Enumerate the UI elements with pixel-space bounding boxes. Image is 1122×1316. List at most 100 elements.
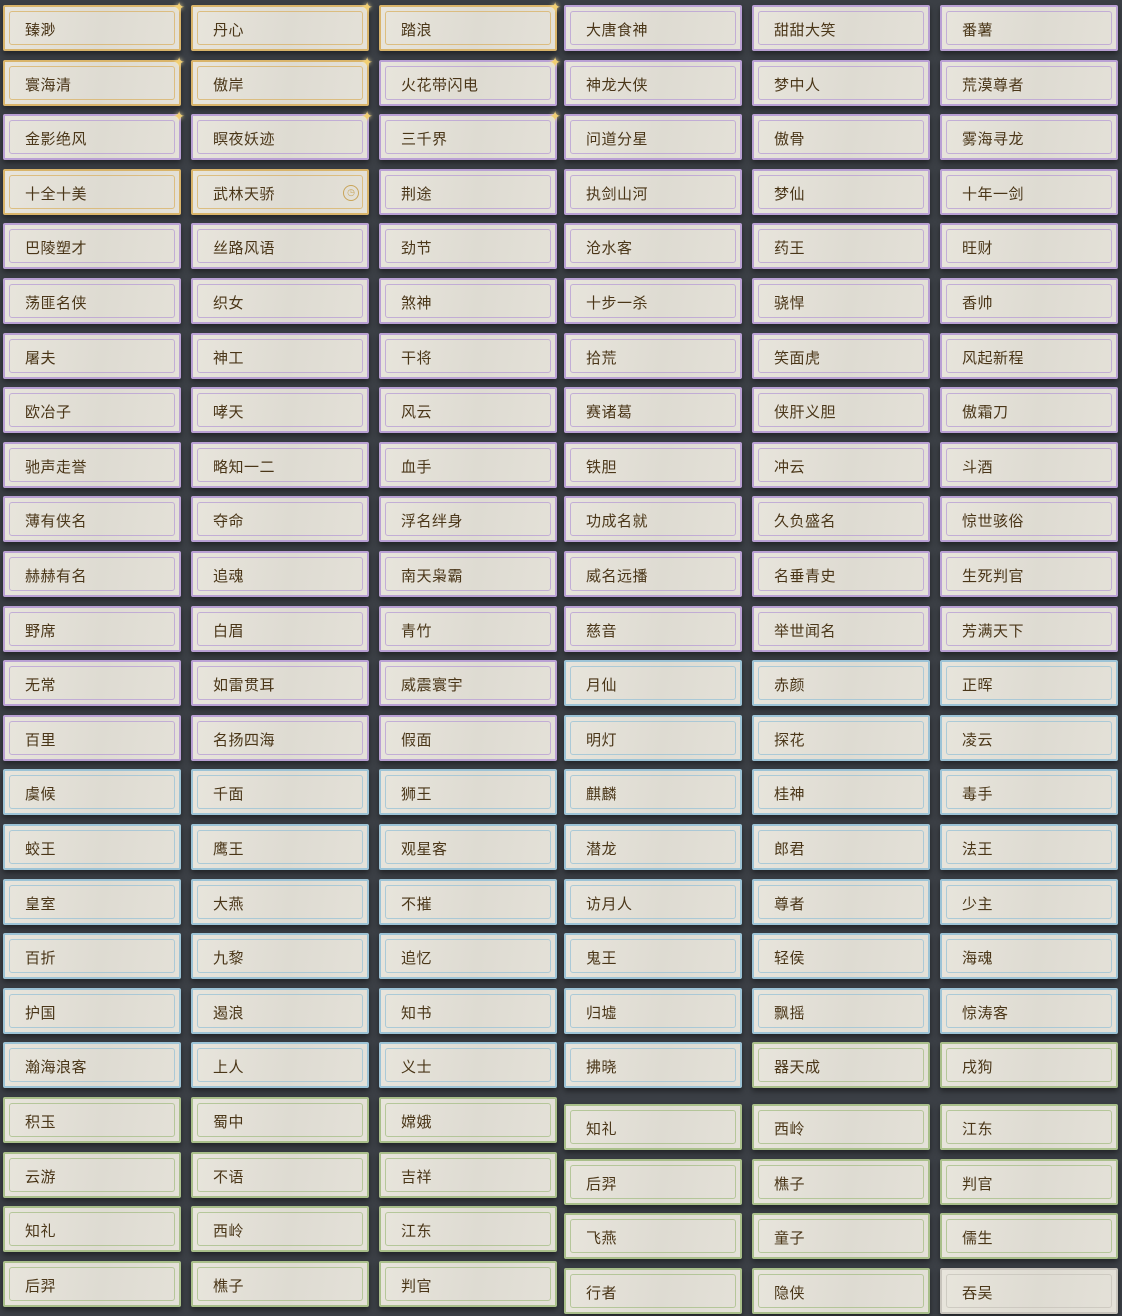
title-card[interactable]: 飘摇 xyxy=(752,988,930,1034)
title-card[interactable]: 番薯 xyxy=(940,5,1118,51)
title-card[interactable]: 蜀中 xyxy=(191,1097,369,1143)
title-card[interactable]: 不摧 xyxy=(379,879,557,925)
title-card[interactable]: 月仙 xyxy=(564,660,742,706)
title-card[interactable]: 惊世骇俗 xyxy=(940,496,1118,542)
title-card[interactable]: 郎君 xyxy=(752,824,930,870)
title-card[interactable]: 寰海清 ✦ xyxy=(3,55,185,106)
title-card[interactable]: 嫦娥 xyxy=(379,1097,557,1143)
title-card[interactable]: 赤颜 xyxy=(752,660,930,706)
title-card[interactable]: 判官 xyxy=(379,1261,557,1307)
title-card[interactable]: 拾荒 xyxy=(564,333,742,379)
title-card[interactable]: 荡匪名侠 xyxy=(3,278,181,324)
title-card[interactable]: 功成名就 xyxy=(564,496,742,542)
title-card[interactable]: 梦仙 xyxy=(752,169,930,215)
title-card[interactable]: 义士 xyxy=(379,1042,557,1088)
title-card[interactable]: 狮王 xyxy=(379,769,557,815)
title-card[interactable]: 行者 xyxy=(564,1268,742,1314)
title-card[interactable]: 踏浪 ✦ xyxy=(379,0,561,51)
title-card[interactable]: 蛟王 xyxy=(3,824,181,870)
title-card[interactable]: 探花 xyxy=(752,715,930,761)
title-card[interactable]: 侠肝义胆 xyxy=(752,387,930,433)
title-card[interactable]: 芳满天下 xyxy=(940,606,1118,652)
title-card[interactable]: 铁胆 xyxy=(564,442,742,488)
title-card[interactable]: 薄有侠名 xyxy=(3,496,181,542)
title-card[interactable]: 桂神 xyxy=(752,769,930,815)
title-card[interactable]: 上人 xyxy=(191,1042,369,1088)
title-card[interactable]: 不语 xyxy=(191,1152,369,1198)
title-card[interactable]: 骁悍 xyxy=(752,278,930,324)
title-card[interactable]: 神工 xyxy=(191,333,369,379)
title-card[interactable]: 飞燕 xyxy=(564,1213,742,1259)
title-card[interactable]: 樵子 xyxy=(191,1261,369,1307)
title-card[interactable]: 西岭 xyxy=(191,1206,369,1252)
title-card[interactable]: 正晖 xyxy=(940,660,1118,706)
title-card[interactable]: 瀚海浪客 xyxy=(3,1042,181,1088)
title-card[interactable]: 巴陵塑才 xyxy=(3,223,181,269)
title-card[interactable]: 轻侯 xyxy=(752,933,930,979)
title-card[interactable]: 略知一二 xyxy=(191,442,369,488)
title-card[interactable]: 火花带闪电 ✦ xyxy=(379,55,561,106)
title-card[interactable]: 吞吴 xyxy=(940,1268,1118,1314)
title-card[interactable]: 久负盛名 xyxy=(752,496,930,542)
title-card[interactable]: 无常 xyxy=(3,660,181,706)
title-card[interactable]: 惊涛客 xyxy=(940,988,1118,1034)
title-card[interactable]: 后羿 xyxy=(564,1159,742,1205)
title-card[interactable]: 九黎 xyxy=(191,933,369,979)
title-card[interactable]: 哮天 xyxy=(191,387,369,433)
title-card[interactable]: 百里 xyxy=(3,715,181,761)
title-card[interactable]: 梦中人 xyxy=(752,60,930,106)
title-card[interactable]: 织女 xyxy=(191,278,369,324)
title-card[interactable]: 积玉 xyxy=(3,1097,181,1143)
title-card[interactable]: 儒生 xyxy=(940,1213,1118,1259)
title-card[interactable]: 金影绝风 ✦ xyxy=(3,109,185,160)
title-card[interactable]: 驰声走誉 xyxy=(3,442,181,488)
title-card[interactable]: 雾海寻龙 xyxy=(940,114,1118,160)
title-card[interactable]: 斗酒 xyxy=(940,442,1118,488)
title-card[interactable]: 赫赫有名 xyxy=(3,551,181,597)
title-card[interactable]: 戌狗 xyxy=(940,1042,1118,1088)
title-card[interactable]: 名扬四海 xyxy=(191,715,369,761)
title-card[interactable]: 追忆 xyxy=(379,933,557,979)
title-card[interactable]: 丹心 ✦ xyxy=(191,0,373,51)
title-card[interactable]: 风起新程 xyxy=(940,333,1118,379)
title-card[interactable]: 丝路风语 xyxy=(191,223,369,269)
title-card[interactable]: 傲霜刀 xyxy=(940,387,1118,433)
title-card[interactable]: 十全十美 xyxy=(3,169,181,215)
title-card[interactable]: 野席 xyxy=(3,606,181,652)
title-card[interactable]: 童子 xyxy=(752,1213,930,1259)
title-card[interactable]: 神龙大侠 xyxy=(564,60,742,106)
title-card[interactable]: 干将 xyxy=(379,333,557,379)
title-card[interactable]: 知书 xyxy=(379,988,557,1034)
title-card[interactable]: 赛诸葛 xyxy=(564,387,742,433)
title-card[interactable]: 明灯 xyxy=(564,715,742,761)
title-card[interactable]: 十年一剑 xyxy=(940,169,1118,215)
title-card[interactable]: 荒漠尊者 xyxy=(940,60,1118,106)
title-card[interactable]: 鬼王 xyxy=(564,933,742,979)
title-card[interactable]: 血手 xyxy=(379,442,557,488)
title-card[interactable]: 执剑山河 xyxy=(564,169,742,215)
title-card[interactable]: 名垂青史 xyxy=(752,551,930,597)
title-card[interactable]: 观星客 xyxy=(379,824,557,870)
title-card[interactable]: 百折 xyxy=(3,933,181,979)
title-card[interactable]: 法王 xyxy=(940,824,1118,870)
title-card[interactable]: 麒麟 xyxy=(564,769,742,815)
title-card[interactable]: 旺财 xyxy=(940,223,1118,269)
title-card[interactable]: 潜龙 xyxy=(564,824,742,870)
title-card[interactable]: 遏浪 xyxy=(191,988,369,1034)
title-card[interactable]: 屠夫 xyxy=(3,333,181,379)
title-card[interactable]: 追魂 xyxy=(191,551,369,597)
title-card[interactable]: 归墟 xyxy=(564,988,742,1034)
title-card[interactable]: 药王 xyxy=(752,223,930,269)
title-card[interactable]: 笑面虎 xyxy=(752,333,930,379)
title-card[interactable]: 冲云 xyxy=(752,442,930,488)
title-card[interactable]: 问道分星 xyxy=(564,114,742,160)
title-card[interactable]: 十步一杀 xyxy=(564,278,742,324)
title-card[interactable]: 大燕 xyxy=(191,879,369,925)
title-card[interactable]: 知礼 xyxy=(564,1104,742,1150)
title-card[interactable]: 慈音 xyxy=(564,606,742,652)
title-card[interactable]: 臻渺 ✦ xyxy=(3,0,185,51)
title-card[interactable]: 南天枭霸 xyxy=(379,551,557,597)
title-card[interactable]: 皇室 xyxy=(3,879,181,925)
title-card[interactable]: 荆途 xyxy=(379,169,557,215)
title-card[interactable]: 沧水客 xyxy=(564,223,742,269)
